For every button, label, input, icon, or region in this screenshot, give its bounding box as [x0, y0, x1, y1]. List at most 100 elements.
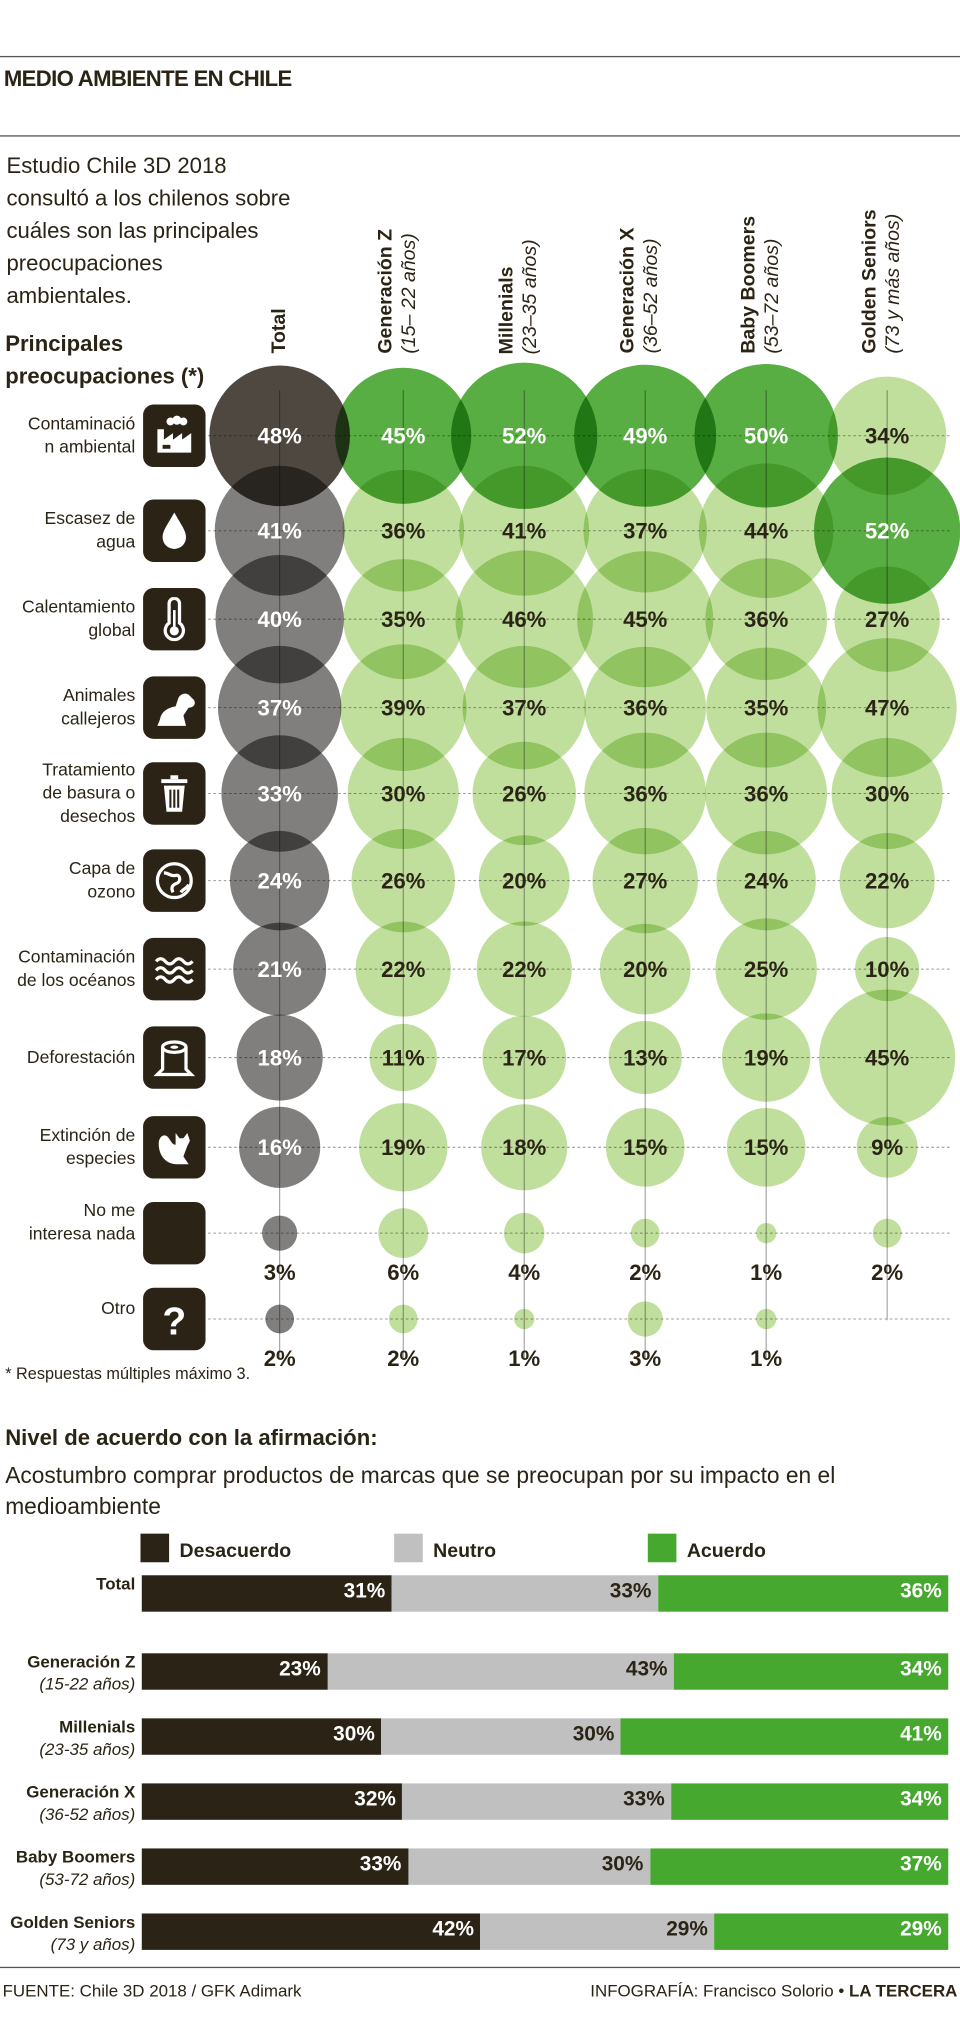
bubble-value-label: 20%	[502, 868, 547, 893]
segment-value: 34%	[900, 1788, 942, 1811]
bubble-value-label: 45%	[623, 607, 668, 632]
bar-segment-neutro: 33%	[391, 1575, 658, 1612]
legend-swatch	[394, 1533, 423, 1563]
bubble	[239, 1106, 321, 1188]
legend-acuerdo: Acuerdo	[647, 1533, 766, 1563]
bubble-value-label: 34%	[865, 424, 910, 449]
stacked-bar: 32% 33% 34%	[141, 1783, 949, 1820]
bubble	[462, 645, 586, 770]
bubble	[574, 364, 717, 507]
segment-value: 30%	[333, 1723, 375, 1746]
title-rule	[0, 135, 960, 137]
bubble	[481, 1104, 568, 1191]
bar-segment-neutro: 33%	[402, 1783, 672, 1820]
segment-value: 32%	[354, 1788, 396, 1811]
waves-icon	[143, 937, 206, 1001]
segment-value: 29%	[666, 1918, 708, 1941]
bar-segment-acuerdo: 34%	[671, 1783, 949, 1820]
bubble-value-label: 41%	[258, 519, 303, 544]
bar-row: Total 31% 33% 36%	[0, 1573, 960, 1612]
bubble	[705, 558, 828, 681]
bubble-value-label: 46%	[502, 607, 547, 632]
segment-value: 33%	[609, 1580, 652, 1603]
bubble	[503, 1212, 545, 1254]
water-drop-icon	[143, 499, 206, 562]
bubble-value-label: 37%	[623, 519, 668, 544]
row-label: Deforestación	[26, 1047, 136, 1067]
bubble	[872, 1218, 902, 1248]
segment-value: 30%	[572, 1723, 615, 1746]
svg-text:?: ?	[162, 1301, 186, 1342]
segment-value: 29%	[900, 1918, 942, 1941]
group-name: Golden Seniors	[10, 1912, 136, 1932]
bubble-value-label: 13%	[623, 1045, 668, 1070]
segment-value: 30%	[601, 1853, 644, 1876]
segment-value: 37%	[900, 1853, 942, 1876]
bubble	[716, 830, 816, 931]
blank-icon	[143, 1201, 206, 1265]
bubble-value-label: 40%	[258, 607, 303, 632]
legend-neutro: Neutro	[394, 1533, 497, 1563]
bubble-value-label: 9%	[871, 1135, 903, 1160]
bubble-value-label: 3%	[629, 1346, 661, 1371]
bubble-value-label: 1%	[750, 1346, 782, 1371]
group-age: (53-72 años)	[39, 1869, 136, 1889]
bubble	[355, 921, 451, 1017]
bubble-value-label: 21%	[258, 957, 303, 982]
bubble-value-label: 30%	[381, 781, 426, 806]
segment-value: 34%	[900, 1658, 942, 1681]
intro-text: Estudio Chile 3D 2018 consultó a los chi…	[6, 153, 291, 309]
bubble-value-label: 2%	[871, 1260, 903, 1285]
bubble-value-label: 24%	[744, 868, 789, 893]
segment-value: 43%	[625, 1658, 668, 1681]
page-title: MEDIO AMBIENTE EN CHILE	[3, 66, 292, 92]
row-label: Otro	[101, 1298, 136, 1318]
segment-value: 36%	[900, 1580, 942, 1603]
bubble-value-label: 10%	[865, 957, 910, 982]
group-age: (15-22 años)	[39, 1674, 136, 1694]
row-label: Contaminació n ambiental	[27, 413, 136, 457]
bubble	[694, 364, 838, 508]
bubble-value-label: 52%	[502, 424, 547, 449]
author-credit: INFOGRAFÍA: Francisco Solorio • LA TERCE…	[590, 1981, 957, 2001]
bubble	[378, 1208, 429, 1259]
legend-label: Desacuerdo	[179, 1540, 292, 1563]
row-label: Contaminación de los océanos	[17, 946, 136, 990]
bubble	[476, 921, 572, 1017]
bubble	[698, 463, 834, 599]
bubble	[369, 1023, 437, 1092]
source-credit: FUENTE: Chile 3D 2018 / GFK Adimark	[2, 1981, 302, 2001]
bubble-value-label: 39%	[381, 695, 426, 720]
bubble	[605, 1108, 685, 1187]
bubble	[209, 365, 350, 507]
bubble	[627, 1301, 663, 1337]
stacked-bar: 30% 30% 41%	[141, 1718, 949, 1755]
bubble	[265, 1304, 295, 1334]
bubble-value-label: 26%	[381, 868, 426, 893]
stacked-bar: 31% 33% 36%	[141, 1575, 949, 1612]
bubble	[856, 1116, 918, 1178]
thermometer-icon	[143, 587, 206, 651]
bar-segment-acuerdo: 29%	[714, 1913, 949, 1950]
row-label: Extinción de especies	[39, 1125, 136, 1169]
bubble-value-label: 17%	[502, 1045, 547, 1070]
bubble	[577, 551, 714, 688]
bar-label: Generación X (36-52 años)	[26, 1781, 135, 1825]
bubble	[482, 1015, 567, 1100]
bubble	[455, 550, 594, 688]
legend-label: Neutro	[433, 1540, 497, 1563]
group-name: Total	[96, 1573, 136, 1594]
bubble-value-label: 27%	[623, 868, 668, 893]
bar-row: Generación Z (15-22 años) 23% 43% 34%	[0, 1652, 960, 1694]
bubble-value-label: 37%	[258, 695, 303, 720]
bubble-value-label: 44%	[744, 519, 789, 544]
segment-value: 41%	[900, 1723, 942, 1746]
row-label: Capa de ozono	[68, 858, 136, 902]
tree-stump-icon	[143, 1026, 206, 1089]
bubble	[756, 1308, 777, 1330]
segment-value: 23%	[279, 1658, 321, 1681]
bar-label: Millenials (23-35 años)	[39, 1716, 135, 1760]
bubble	[706, 647, 827, 768]
trash-can-icon	[143, 762, 206, 825]
